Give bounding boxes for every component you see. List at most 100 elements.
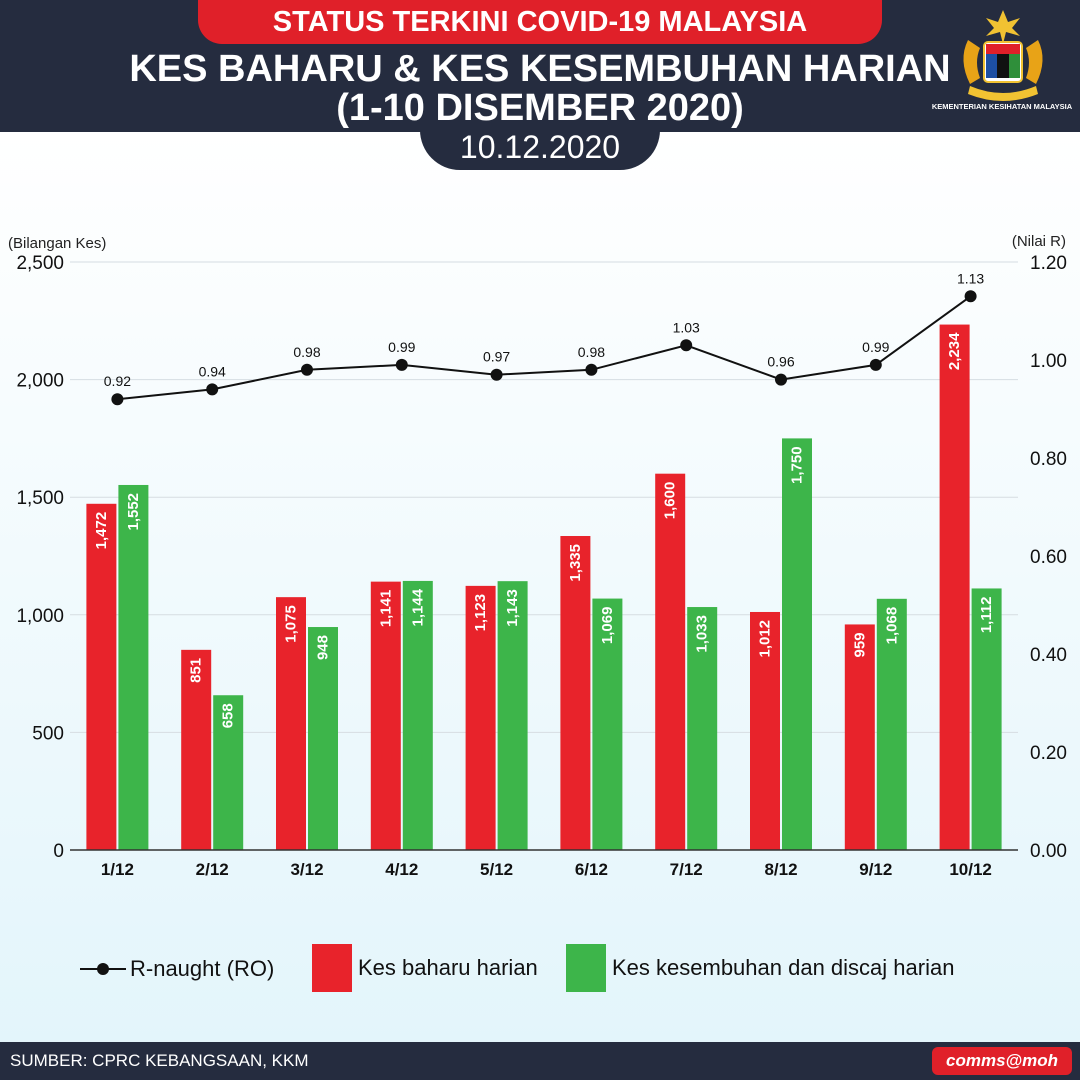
r-naught-point [964, 290, 977, 303]
bar-new-cases [750, 611, 780, 850]
y2-tick-label: 0.00 [1030, 841, 1067, 862]
bar-recovered [592, 598, 623, 850]
r-naught-polyline [117, 295, 972, 401]
gridlines [70, 261, 1018, 733]
r-naught-point [395, 358, 408, 371]
bar-value-label: 1,472 [93, 512, 110, 550]
x-tick-label: 2/12 [196, 860, 229, 879]
bar-value-label: 1,033 [694, 615, 711, 653]
bar-new-cases [844, 624, 875, 850]
legend-label-r-naught: R-naught (RO) [130, 956, 275, 981]
chart-background [0, 132, 1080, 1042]
y-axis-label: (Bilangan Kes) [8, 235, 106, 252]
y2-tick-label: 0.40 [1030, 645, 1067, 666]
bar-value-label: 1,075 [283, 605, 300, 643]
legend-r-naught: R-naught (RO) [80, 945, 274, 993]
bar-recovered [876, 598, 907, 850]
y-tick-label: 2,000 [16, 371, 64, 392]
x-tick-label: 4/12 [385, 860, 418, 879]
y-tick-label: 1,500 [16, 488, 64, 509]
page-subtitle: (1-10 DISEMBER 2020) [336, 87, 744, 129]
chart: 1,472 1,552 851 658 1,075 948 1,141 1,144 1,123 1… [8, 233, 1067, 879]
bar-value-label: 1,600 [662, 482, 679, 520]
r-naught-label: 0.98 [293, 344, 320, 360]
y2-axis-label: (Nilai R) [1012, 233, 1066, 250]
bar-value-label: 1,143 [504, 589, 521, 627]
r-naught-label: 0.99 [862, 339, 889, 355]
bar-recovered [497, 581, 528, 850]
y-tick-label: 1,000 [16, 606, 64, 627]
footer: SUMBER: CPRC KEBANGSAAN, KKM comms@moh [0, 1042, 1080, 1080]
r-naught-label: 1.13 [957, 270, 984, 286]
r-naught-point [680, 339, 693, 352]
bar-value-label: 948 [315, 635, 332, 660]
ministry-name: KEMENTERIAN KESIHATAN MALAYSIA [931, 102, 1073, 111]
legend-recovered: Kes kesembuhan dan discaj harian [566, 944, 954, 992]
bar-value-label: 1,144 [409, 588, 426, 626]
bar-new-cases [86, 503, 117, 850]
y2-tick-label: 0.80 [1030, 449, 1067, 470]
bar-recovered [971, 588, 1002, 850]
page-date: 10.12.2020 [459, 129, 621, 165]
r-naught-label: 0.98 [578, 344, 605, 360]
bar-value-label: 1,750 [789, 446, 806, 484]
legend-new-cases: Kes baharu harian [312, 944, 538, 992]
r-naught-point [775, 373, 787, 386]
bar-new-cases [370, 581, 401, 850]
bar-recovered [118, 484, 149, 850]
status-pill: STATUS TERKINI COVID-19 MALAYSIA [198, 0, 882, 44]
legend-swatch-new [312, 944, 352, 992]
legend-swatch-recovered [566, 944, 606, 992]
y2-tick-label: 0.60 [1030, 547, 1067, 568]
bar-new-cases [655, 473, 686, 850]
bar-value-label: 1,069 [599, 607, 616, 645]
bar-new-cases [939, 324, 970, 850]
r-naught-label: 0.97 [483, 349, 510, 365]
y-tick-label: 2,500 [16, 253, 64, 274]
y2-tick-label: 1.20 [1030, 253, 1067, 274]
x-tick-label: 6/12 [575, 860, 608, 879]
bar-recovered [782, 438, 812, 850]
y-tick-label: 0 [53, 841, 64, 862]
r-naught-label: 0.96 [767, 354, 794, 370]
bar-value-label: 2,234 [946, 332, 963, 370]
bar-new-cases [181, 649, 212, 850]
header-date-tab [420, 118, 660, 170]
y2-tick-label: 0.20 [1030, 743, 1067, 764]
bar-value-label: 658 [220, 703, 237, 728]
bar-value-label: 851 [188, 658, 205, 683]
x-tick-label: 1/12 [101, 860, 134, 879]
bar-value-label: 1,335 [567, 544, 584, 582]
r-naught-label: 0.92 [104, 373, 131, 389]
bar-value-label: 1,552 [125, 493, 142, 531]
r-naught-point [206, 383, 219, 396]
bar-value-label: 1,123 [472, 594, 489, 632]
bar-recovered [402, 580, 433, 850]
source-text: SUMBER: CPRC KEBANGSAAN, KKM [10, 1051, 309, 1070]
bar-recovered [308, 627, 338, 850]
bar-recovered [213, 695, 244, 850]
bar-value-label: 959 [851, 632, 868, 657]
r-naught-label: 0.94 [199, 363, 226, 379]
bar-value-label: 1,112 [978, 596, 995, 633]
bar-value-label: 1,012 [757, 620, 774, 658]
x-tick-label: 8/12 [764, 860, 797, 879]
x-tick-label: 5/12 [480, 860, 513, 879]
legend-line-marker [80, 963, 126, 975]
brand-badge: comms@moh [932, 1047, 1072, 1075]
x-tick-label: 3/12 [290, 860, 323, 879]
bar-value-label: 1,141 [377, 590, 394, 628]
r-naught-point [490, 368, 503, 381]
r-naught-point [869, 358, 882, 371]
legend-label-recovered: Kes kesembuhan dan discaj harian [612, 955, 955, 980]
y-tick-label: 500 [32, 723, 64, 744]
bar-new-cases [560, 536, 591, 850]
r-naught-point [301, 363, 313, 376]
bar-value-label: 1,068 [883, 607, 900, 645]
r-naught-point [111, 393, 124, 406]
r-naught-line: 0.92 0.94 0.98 0.99 0.97 0.98 1.03 0.96 0.99 1.13 [104, 270, 984, 406]
axes: 0 500 1,000 1,500 2,000 2,500 0.00 0.20 0.40 0.60… [16, 253, 1067, 879]
coat-of-arms-logo [963, 10, 1043, 101]
x-tick-label: 9/12 [859, 860, 892, 879]
r-naught-point [585, 363, 598, 376]
